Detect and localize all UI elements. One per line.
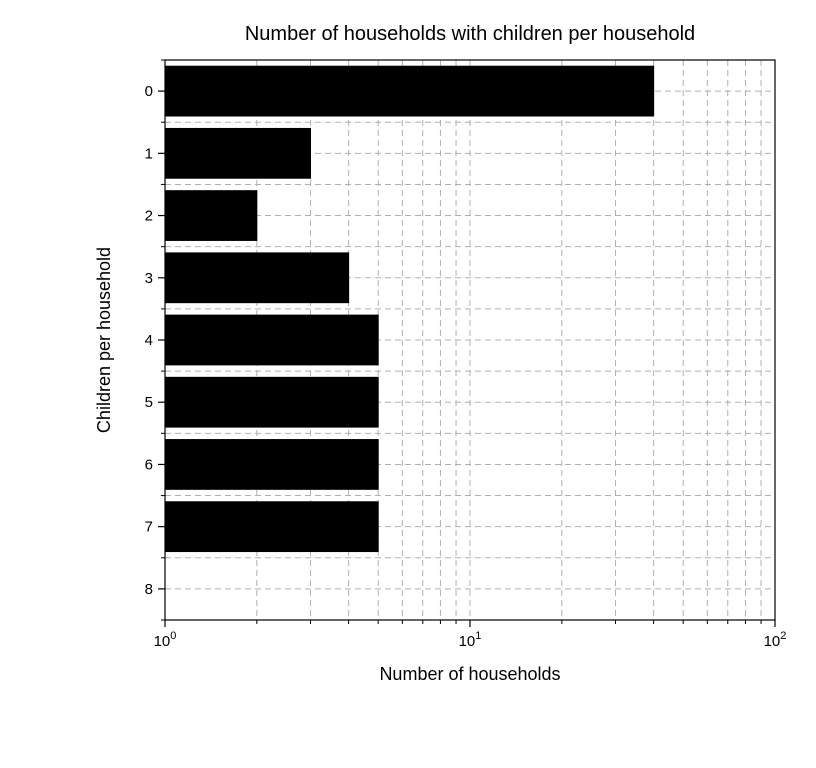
y-tick-label: 4 — [145, 332, 153, 349]
bar — [165, 315, 378, 365]
bar — [165, 191, 257, 241]
bar-chart: 100101102012345678Number of householdsCh… — [0, 0, 816, 768]
y-tick-label: 1 — [145, 145, 153, 162]
y-tick-label: 8 — [145, 581, 153, 598]
bar — [165, 440, 378, 490]
bar — [165, 377, 378, 427]
bar — [165, 66, 654, 116]
bar — [165, 253, 349, 303]
y-axis-label: Children per household — [94, 247, 114, 433]
y-tick-label: 6 — [145, 456, 153, 473]
y-tick-label: 2 — [145, 208, 153, 225]
y-tick-label: 0 — [145, 83, 153, 100]
y-tick-label: 5 — [145, 394, 153, 411]
bar — [165, 502, 378, 552]
y-tick-label: 3 — [145, 270, 153, 287]
y-tick-label: 7 — [145, 519, 153, 536]
bar — [165, 128, 311, 178]
x-axis-label: Number of households — [379, 664, 560, 684]
chart-container: 100101102012345678Number of householdsCh… — [0, 0, 816, 768]
chart-title: Number of households with children per h… — [245, 23, 695, 45]
